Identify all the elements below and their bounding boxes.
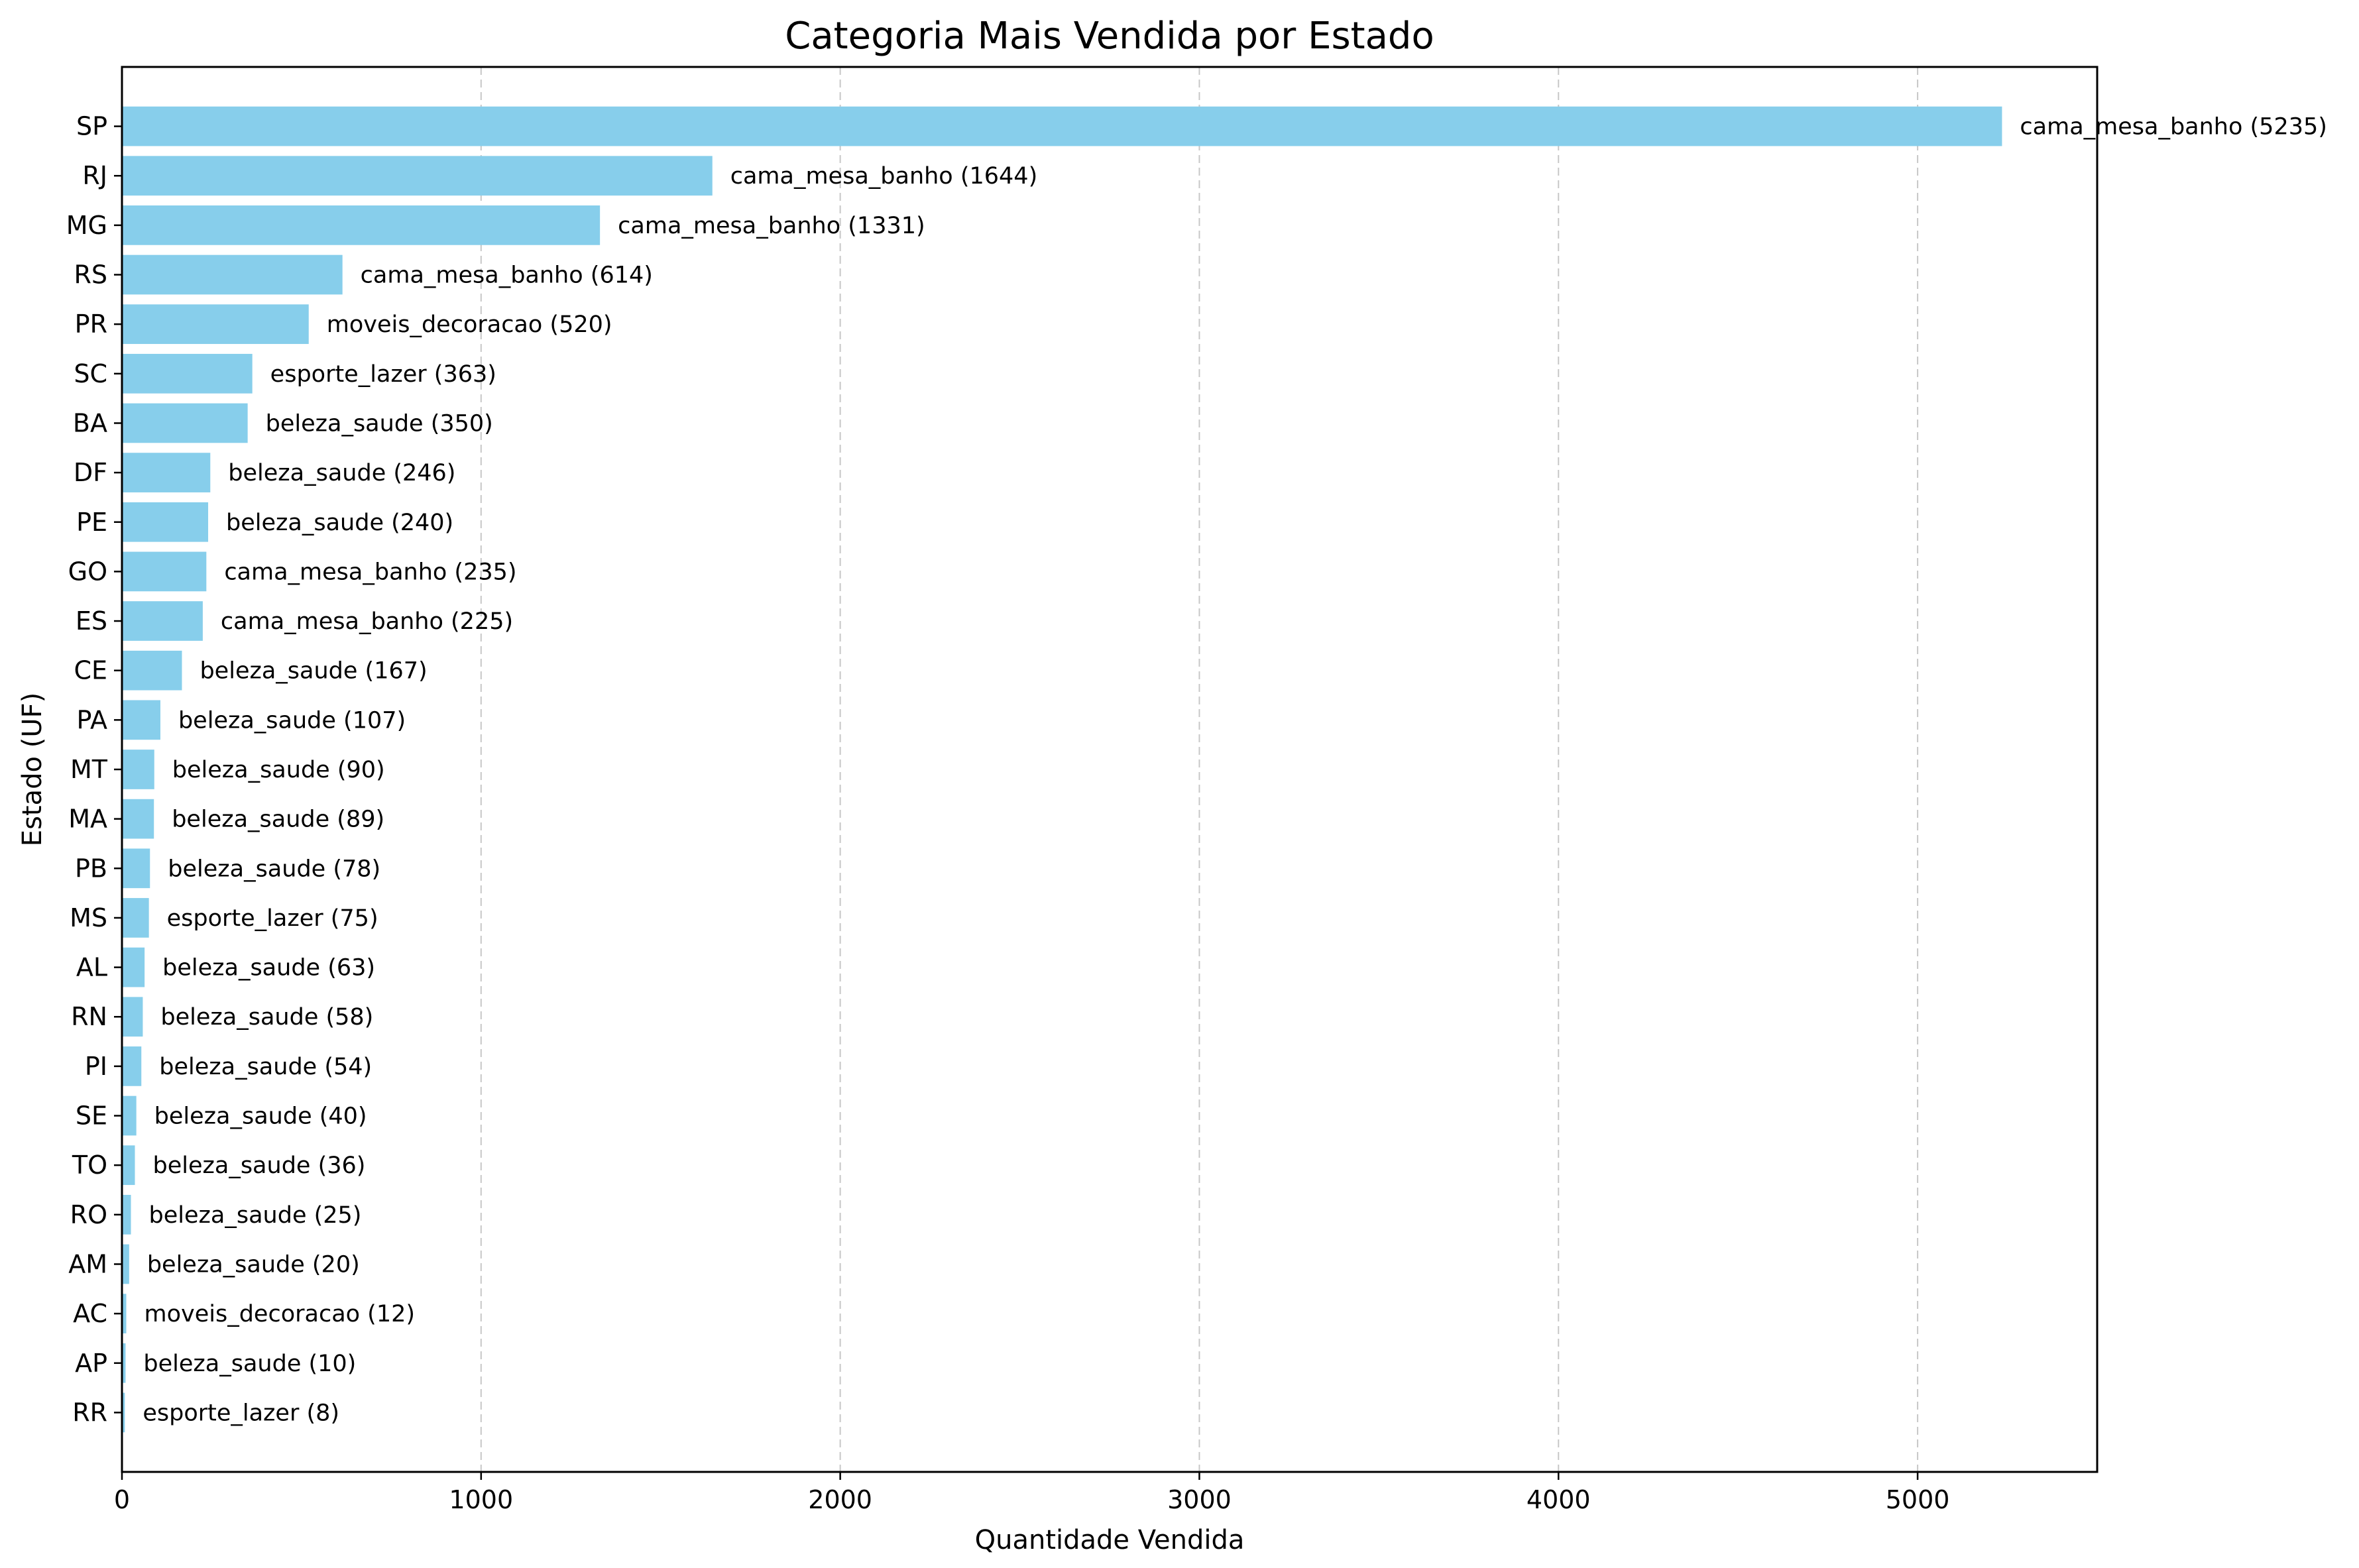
bar-label-se: beleza_saude (40)	[154, 1103, 367, 1130]
y-tick-label-pb: PB	[75, 854, 107, 883]
chart-title: Categoria Mais Vendida por Estado	[785, 15, 1434, 58]
y-tick-label-mg: MG	[66, 211, 107, 240]
bar-label-rj: cama_mesa_banho (1644)	[730, 163, 1038, 190]
y-tick-label-pe: PE	[76, 508, 107, 537]
bar-rr	[122, 1392, 125, 1433]
bar-label-ap: beleza_saude (10)	[143, 1351, 356, 1377]
bar-rn	[122, 997, 143, 1037]
bar-label-go: cama_mesa_banho (235)	[224, 559, 516, 585]
bar-labels: cama_mesa_banho (5235) cama_mesa_banho (1…	[143, 114, 2327, 1427]
y-tick-label-ms: MS	[70, 903, 107, 932]
bar-ce	[122, 650, 182, 691]
bar-label-ro: beleza_saude (25)	[149, 1202, 362, 1229]
x-axis-ticks: 0 1000 2000 3000 4000 5000	[114, 1472, 1950, 1514]
bar-label-pe: beleza_saude (240)	[226, 510, 453, 536]
bar-label-ma: beleza_saude (89)	[172, 807, 384, 833]
bar-es	[122, 601, 203, 641]
bar-label-pa: beleza_saude (107)	[178, 707, 406, 734]
bar-label-to: beleza_saude (36)	[153, 1152, 366, 1179]
bar-ma	[122, 799, 154, 839]
y-tick-label-ap: AP	[75, 1349, 107, 1378]
x-tick-label: 0	[114, 1485, 130, 1514]
bar-go	[122, 551, 207, 592]
bar-ap	[122, 1343, 126, 1383]
bar-mg	[122, 205, 601, 245]
bar-label-rn: beleza_saude (58)	[160, 1004, 373, 1031]
bar-label-pb: beleza_saude (78)	[168, 856, 380, 882]
bar-label-ce: beleza_saude (167)	[200, 658, 427, 685]
bar-label-mg: cama_mesa_banho (1331)	[618, 213, 925, 239]
bar-df	[122, 453, 211, 492]
bar-label-am: beleza_saude (20)	[147, 1251, 360, 1278]
bar-pb	[122, 848, 150, 889]
bar-label-df: beleza_saude (246)	[228, 460, 455, 486]
y-tick-label-pi: PI	[85, 1052, 107, 1081]
bar-label-rs: cama_mesa_banho (614)	[361, 262, 653, 289]
y-tick-label-ac: AC	[73, 1299, 107, 1328]
y-tick-label-ba: BA	[73, 408, 107, 437]
bar-pi	[122, 1046, 142, 1086]
bar-sp	[122, 106, 2002, 146]
bar-label-rr: esporte_lazer (8)	[143, 1400, 339, 1426]
y-tick-label-ro: RO	[70, 1200, 107, 1229]
y-tick-label-to: TO	[72, 1150, 107, 1180]
bar-pe	[122, 502, 209, 542]
bar-ac	[122, 1294, 127, 1333]
x-tick-label: 5000	[1886, 1485, 1950, 1514]
bars	[122, 106, 2002, 1433]
bar-al	[122, 947, 145, 987]
y-tick-label-rn: RN	[71, 1002, 107, 1031]
bar-rs	[122, 254, 343, 295]
bar-mt	[122, 750, 154, 789]
y-tick-label-pr: PR	[75, 309, 107, 339]
x-tick-label: 4000	[1526, 1485, 1591, 1514]
bar-am	[122, 1244, 129, 1284]
y-tick-label-se: SE	[76, 1101, 107, 1131]
y-axis-ticks: SP RJ MG RS PR SC BA DF PE GO ES CE PA MT MA PB MS AL RN PI…	[66, 112, 122, 1427]
y-tick-label-df: DF	[74, 458, 107, 487]
y-tick-label-rs: RS	[74, 260, 107, 290]
x-axis-label: Quantidade Vendida	[975, 1525, 1245, 1555]
bar-label-es: cama_mesa_banho (225)	[221, 608, 513, 635]
bar-ba	[122, 403, 248, 443]
y-tick-label-mt: MT	[70, 755, 108, 784]
bar-to	[122, 1145, 135, 1186]
bar-label-sp: cama_mesa_banho (5235)	[2020, 114, 2327, 140]
y-tick-label-rr: RR	[72, 1398, 107, 1427]
bar-label-sc: esporte_lazer (363)	[270, 361, 496, 388]
y-tick-label-go: GO	[68, 557, 107, 586]
bar-label-ac: moveis_decoracao (12)	[144, 1301, 416, 1327]
bar-pa	[122, 700, 160, 740]
bar-label-ms: esporte_lazer (75)	[167, 905, 378, 932]
x-tick-label: 3000	[1167, 1485, 1232, 1514]
bar-label-al: beleza_saude (63)	[162, 955, 375, 981]
bar-label-mt: beleza_saude (90)	[172, 757, 385, 783]
bar-rj	[122, 156, 713, 196]
y-tick-label-ce: CE	[74, 656, 107, 685]
bar-label-pr: moveis_decoracao (520)	[327, 311, 612, 338]
bar-se	[122, 1095, 137, 1136]
bar-ro	[122, 1194, 131, 1235]
x-tick-label: 2000	[808, 1485, 872, 1514]
y-tick-label-es: ES	[76, 606, 107, 636]
bar-pr	[122, 304, 309, 345]
bar-label-pi: beleza_saude (54)	[159, 1054, 372, 1080]
y-tick-label-ma: MA	[68, 805, 107, 834]
bar-ms	[122, 898, 149, 938]
y-tick-label-sp: SP	[76, 112, 107, 141]
y-tick-label-pa: PA	[77, 705, 107, 734]
bar-label-ba: beleza_saude (350)	[266, 410, 493, 437]
y-tick-label-sc: SC	[74, 359, 107, 388]
y-tick-label-am: AM	[68, 1249, 107, 1278]
y-axis-label: Estado (UF)	[17, 693, 48, 846]
bar-sc	[122, 353, 253, 394]
y-tick-label-al: AL	[76, 953, 107, 982]
y-tick-label-rj: RJ	[82, 161, 107, 190]
x-tick-label: 1000	[449, 1485, 513, 1514]
